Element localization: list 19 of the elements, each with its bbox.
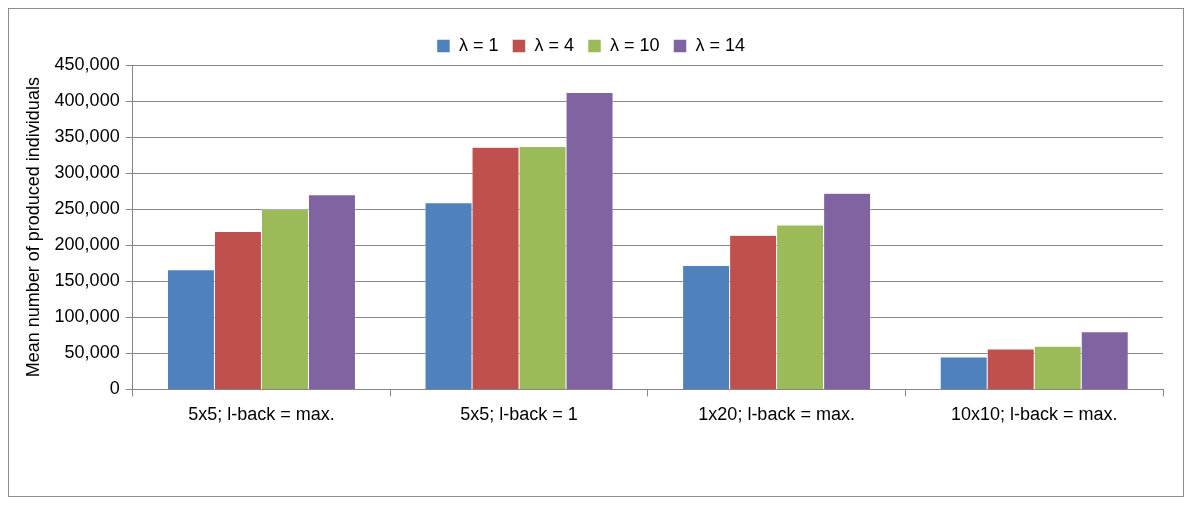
y-tick-label: 100,000: [54, 306, 120, 327]
y-axis-title: Mean number of produced individuals: [22, 77, 43, 378]
legend-label: λ = 14: [695, 34, 746, 55]
x-tick-label: 1x20; l-back = max.: [698, 404, 855, 425]
x-tick-label: 10x10; l-back = max.: [950, 404, 1118, 425]
legend-label: λ = 10: [609, 34, 660, 55]
y-tick-label: 400,000: [54, 90, 120, 111]
x-tick-label: 5x5; l-back = 1: [460, 404, 578, 425]
y-tick-label: 50,000: [64, 342, 120, 363]
legend-label: λ = 1: [458, 34, 499, 55]
legend-label: λ = 4: [534, 34, 574, 55]
y-tick-label: 350,000: [54, 126, 120, 147]
x-tick-label: 5x5; l-back = max.: [188, 404, 335, 425]
y-tick-label: 200,000: [54, 234, 120, 255]
y-tick-label: 0: [109, 378, 120, 399]
y-tick-label: 300,000: [54, 162, 120, 183]
y-tick-label: 450,000: [54, 53, 120, 74]
y-tick-label: 250,000: [54, 198, 120, 219]
y-tick-label: 150,000: [54, 270, 120, 291]
